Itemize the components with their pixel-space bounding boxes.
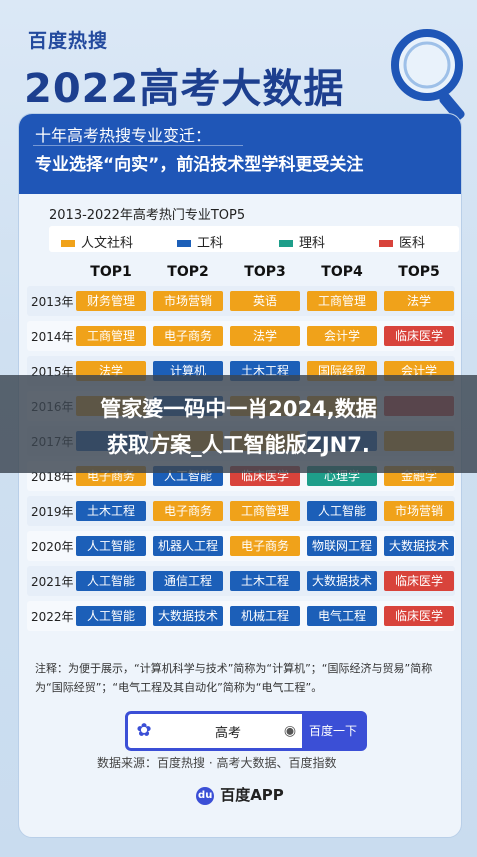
legend-swatch: [379, 240, 393, 247]
major-tag: 工商管理: [230, 501, 300, 521]
baidu-app-icon: du: [196, 786, 215, 805]
major-tag: 工商管理: [76, 326, 146, 346]
table-row: 2013年 财务管理 市场营销 英语 工商管理 法学: [27, 286, 455, 316]
major-tag: 大数据技术: [153, 606, 223, 626]
major-tag: 人工智能: [76, 536, 146, 556]
year-label: 2014年: [31, 330, 74, 344]
major-tag: 土木工程: [76, 501, 146, 521]
magnifier-icon: [391, 29, 465, 121]
search-query[interactable]: 高考: [214, 726, 241, 741]
table-row: 2014年 工商管理 电子商务 法学 会计学 临床医学: [27, 321, 455, 351]
major-tag: 临床医学: [384, 606, 454, 626]
legend-label: 理科: [299, 236, 326, 251]
top5-card: 十年高考热搜专业变迁： 专业选择“向实”，前沿技术型学科更受关注 2013-20…: [18, 113, 462, 838]
major-tag: 市场营销: [384, 501, 454, 521]
major-tag: 人工智能: [307, 501, 377, 521]
major-tag: 机器人工程: [153, 536, 223, 556]
major-tag: 工商管理: [307, 291, 377, 311]
major-tag: 电子商务: [153, 326, 223, 346]
brand-title: 百度热搜: [28, 30, 109, 52]
major-tag: 电子商务: [230, 536, 300, 556]
major-tag: 会计学: [307, 326, 377, 346]
major-tag: 大数据技术: [307, 571, 377, 591]
legend-swatch: [177, 240, 191, 247]
column-header: TOP3: [244, 264, 286, 280]
year-label: 2022年: [31, 610, 74, 624]
legend-item: 工科: [177, 232, 223, 251]
major-tag: 人工智能: [76, 606, 146, 626]
table-row: 2020年 人工智能 机器人工程 电子商务 物联网工程 大数据技术: [27, 531, 455, 561]
legend-swatch: [61, 240, 75, 247]
year-label: 2018年: [31, 470, 74, 484]
major-tag: 大数据技术: [384, 536, 454, 556]
table-row: 2019年 土木工程 电子商务 工商管理 人工智能 市场营销: [27, 496, 455, 526]
card-title-line2: 专业选择“向实”，前沿技术型学科更受关注: [35, 155, 364, 175]
year-label: 2013年: [31, 295, 74, 309]
footnote: 注释：为便于展示，“计算机科学与技术”简称为“计算机”；“国际经济与贸易”简称为…: [35, 662, 433, 694]
search-box[interactable]: ✿ 高考 ◉ 百度一下: [125, 711, 367, 751]
column-header: TOP1: [90, 264, 132, 280]
major-tag: 人工智能: [76, 571, 146, 591]
major-tag: 机械工程: [230, 606, 300, 626]
watermark-overlay: 管家婆一码中一肖2024,数据 获取方案_人工智能版ZJN7.: [0, 375, 477, 473]
major-tag: 临床医学: [384, 571, 454, 591]
year-label: 2020年: [31, 540, 74, 554]
headline: 2022高考大数据: [24, 66, 345, 112]
legend-label: 人文社科: [81, 236, 134, 251]
year-label: 2021年: [31, 575, 74, 589]
table-row: 2022年 人工智能 大数据技术 机械工程 电气工程 临床医学: [27, 601, 455, 631]
legend-item: 人文社科: [61, 232, 133, 251]
major-tag: 法学: [230, 326, 300, 346]
column-header: TOP2: [167, 264, 209, 280]
major-tag: 物联网工程: [307, 536, 377, 556]
major-tag: 英语: [230, 291, 300, 311]
year-label: 2019年: [31, 505, 74, 519]
major-tag: 财务管理: [76, 291, 146, 311]
overlay-line1: 管家婆一码中一肖2024,数据: [100, 397, 377, 421]
major-tag: 土木工程: [230, 571, 300, 591]
legend-item: 理科: [279, 232, 325, 251]
column-header: TOP5: [398, 264, 440, 280]
data-source: 数据来源：百度热搜 · 高考大数据、百度指数: [97, 756, 337, 770]
legend-swatch: [279, 240, 293, 247]
major-tag: 临床医学: [384, 326, 454, 346]
du-paw-icon: ✿: [136, 720, 152, 741]
search-button[interactable]: 百度一下: [302, 714, 364, 748]
legend: 人文社科 工科 理科 医科: [49, 226, 459, 252]
major-tag: 法学: [384, 291, 454, 311]
chart-title: 2013-2022年高考热门专业TOP5: [49, 208, 246, 223]
legend-label: 医科: [399, 236, 426, 251]
column-header: TOP4: [321, 264, 363, 280]
legend-item: 医科: [379, 232, 425, 251]
app-label: 百度APP: [220, 786, 284, 804]
legend-label: 工科: [197, 236, 224, 251]
divider: [33, 145, 243, 146]
major-tag: 电气工程: [307, 606, 377, 626]
major-tag: 市场营销: [153, 291, 223, 311]
table-row: 2021年 人工智能 通信工程 土木工程 大数据技术 临床医学: [27, 566, 455, 596]
camera-icon[interactable]: ◉: [283, 723, 297, 739]
overlay-line2: 获取方案_人工智能版ZJN7.: [107, 433, 370, 457]
major-tag: 通信工程: [153, 571, 223, 591]
card-header: 十年高考热搜专业变迁： 专业选择“向实”，前沿技术型学科更受关注: [19, 114, 461, 194]
card-title-line1: 十年高考热搜专业变迁：: [35, 126, 212, 145]
app-logo: du 百度APP: [19, 784, 461, 805]
major-tag: 电子商务: [153, 501, 223, 521]
